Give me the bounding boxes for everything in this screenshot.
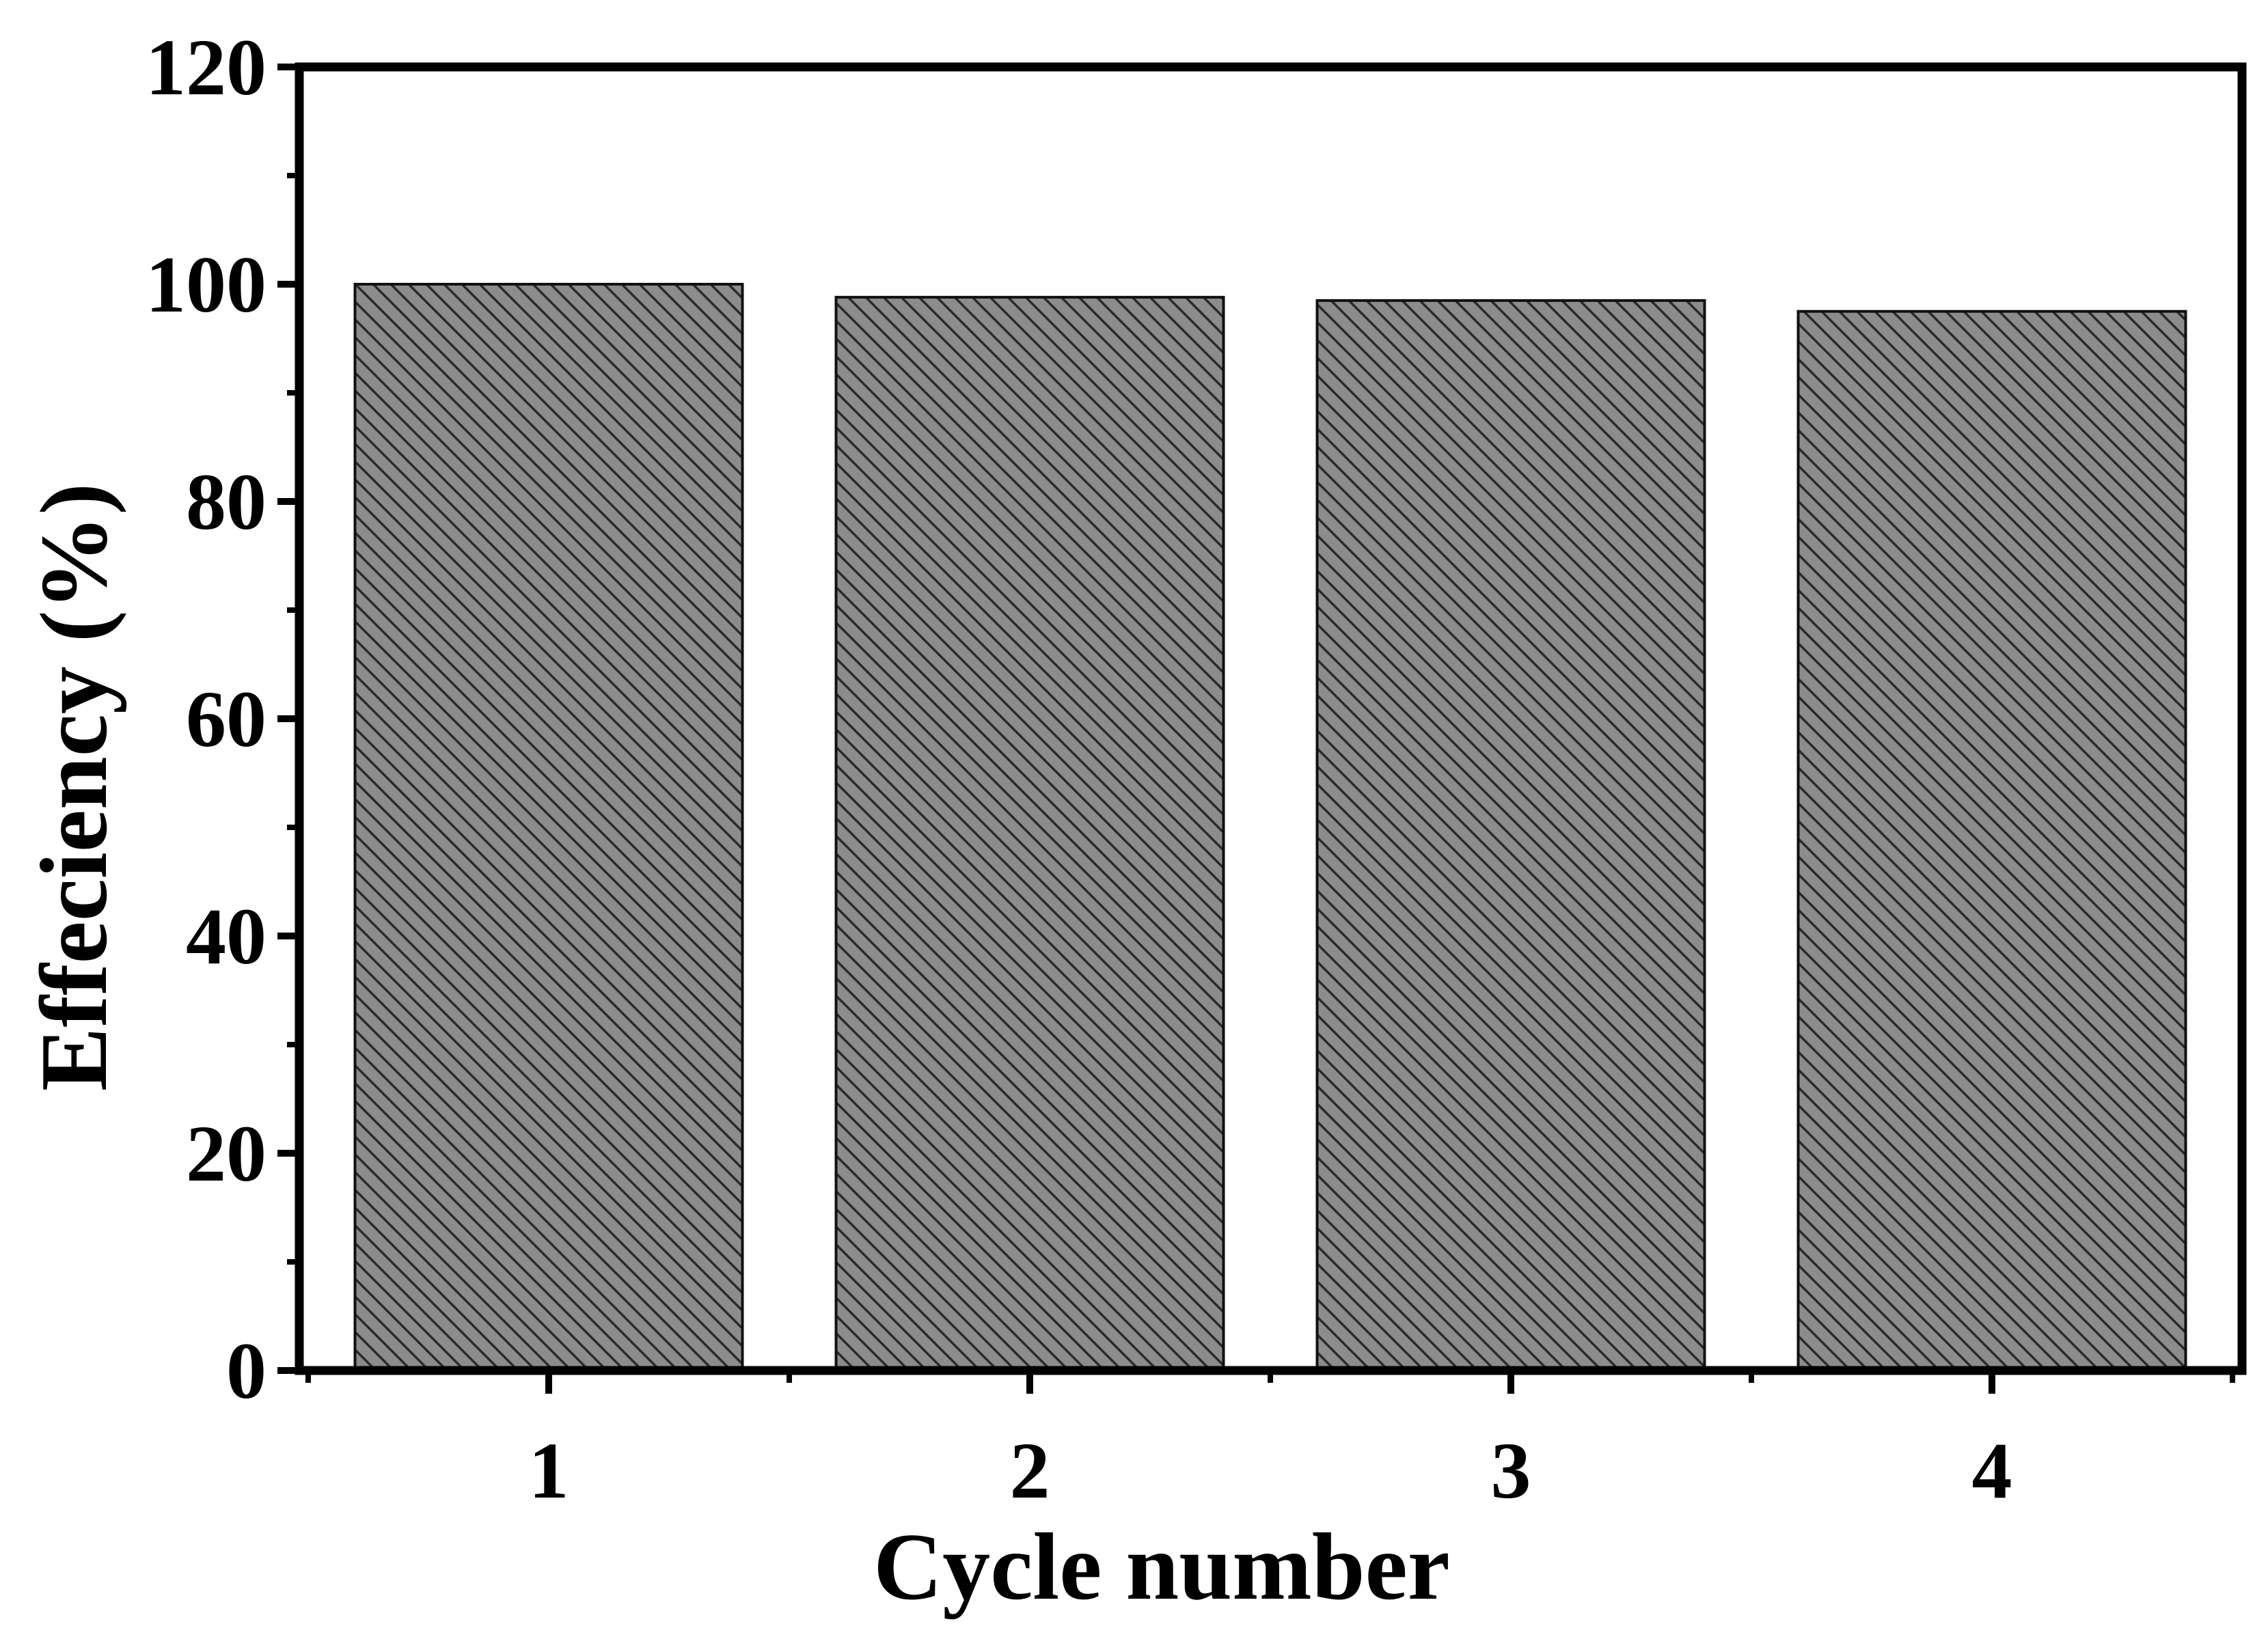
y-tick-label: 80	[186, 457, 267, 547]
bar-cycle-1	[353, 283, 744, 1372]
x-axis-tick-labels: 1 2 3 4	[529, 1426, 2012, 1515]
y-tick-label: 60	[186, 674, 267, 764]
y-tick-label: 0	[226, 1326, 267, 1416]
x-tick-label: 2	[1010, 1426, 1050, 1515]
y-axis-title: Effeciency (%)	[21, 483, 127, 1091]
bars	[353, 283, 2187, 1373]
y-axis-tick-labels: 0 20 40 60 80 100 120	[146, 23, 267, 1416]
x-tick-label: 1	[529, 1426, 569, 1515]
x-axis-ticks	[305, 1371, 2235, 1394]
bar-cycle-2	[834, 296, 1225, 1373]
x-tick-label: 4	[1972, 1426, 2012, 1515]
y-tick-label: 100	[146, 240, 267, 329]
x-axis-title: Cycle number	[873, 1514, 1450, 1620]
y-tick-label: 40	[186, 892, 267, 981]
y-tick-label: 120	[146, 23, 267, 112]
bar-cycle-3	[1315, 299, 1706, 1373]
y-tick-label: 20	[186, 1109, 267, 1198]
bar-cycle-4	[1796, 309, 2187, 1372]
y-axis-ticks	[277, 64, 299, 1374]
x-tick-label: 3	[1491, 1426, 1531, 1515]
